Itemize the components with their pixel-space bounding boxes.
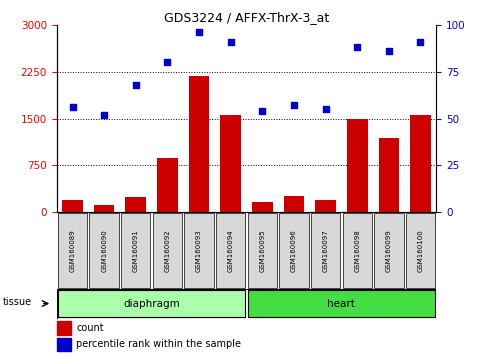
Point	[100, 112, 108, 118]
Text: GSM160096: GSM160096	[291, 229, 297, 272]
Bar	[311, 213, 340, 288]
Text: GSM160095: GSM160095	[259, 229, 265, 272]
Bar	[58, 213, 87, 288]
Bar	[94, 205, 114, 212]
Text: count: count	[76, 323, 104, 333]
Point	[321, 106, 329, 112]
Bar	[58, 290, 246, 318]
Bar	[89, 213, 119, 288]
Text: heart: heart	[327, 298, 355, 309]
Point	[227, 39, 235, 45]
Bar	[189, 76, 210, 212]
Point	[417, 39, 424, 45]
Bar	[216, 213, 246, 288]
Text: GSM160089: GSM160089	[70, 229, 75, 272]
Point	[69, 104, 76, 110]
Point	[132, 82, 140, 88]
Bar	[343, 213, 372, 288]
Point	[195, 29, 203, 35]
Bar	[347, 119, 367, 212]
Bar	[247, 290, 435, 318]
Point	[290, 103, 298, 108]
Bar	[247, 213, 277, 288]
Bar	[184, 213, 214, 288]
Bar	[252, 202, 273, 212]
Bar	[153, 213, 182, 288]
Text: GSM160099: GSM160099	[386, 229, 392, 272]
Bar	[220, 115, 241, 212]
Text: tissue: tissue	[3, 297, 32, 307]
Text: GSM160090: GSM160090	[101, 229, 107, 272]
Bar	[406, 213, 435, 288]
Bar	[57, 321, 71, 335]
Point	[164, 59, 172, 65]
Point	[385, 48, 393, 54]
Text: GSM160091: GSM160091	[133, 229, 139, 272]
Bar	[410, 115, 431, 212]
Text: percentile rank within the sample: percentile rank within the sample	[76, 339, 242, 349]
Bar	[374, 213, 404, 288]
Bar	[62, 200, 83, 212]
Point	[353, 45, 361, 50]
Text: GSM160100: GSM160100	[418, 229, 423, 272]
Bar	[283, 196, 304, 212]
Bar	[121, 213, 150, 288]
Bar	[157, 158, 177, 212]
Bar	[57, 338, 71, 351]
Bar	[379, 138, 399, 212]
Text: GSM160097: GSM160097	[322, 229, 329, 272]
Bar	[126, 198, 146, 212]
Text: GSM160092: GSM160092	[164, 229, 171, 272]
Bar	[279, 213, 309, 288]
Point	[258, 108, 266, 114]
Title: GDS3224 / AFFX-ThrX-3_at: GDS3224 / AFFX-ThrX-3_at	[164, 11, 329, 24]
Text: GSM160093: GSM160093	[196, 229, 202, 272]
Bar	[316, 200, 336, 212]
Text: GSM160094: GSM160094	[228, 229, 234, 272]
Text: GSM160098: GSM160098	[354, 229, 360, 272]
Text: diaphragm: diaphragm	[123, 298, 180, 309]
